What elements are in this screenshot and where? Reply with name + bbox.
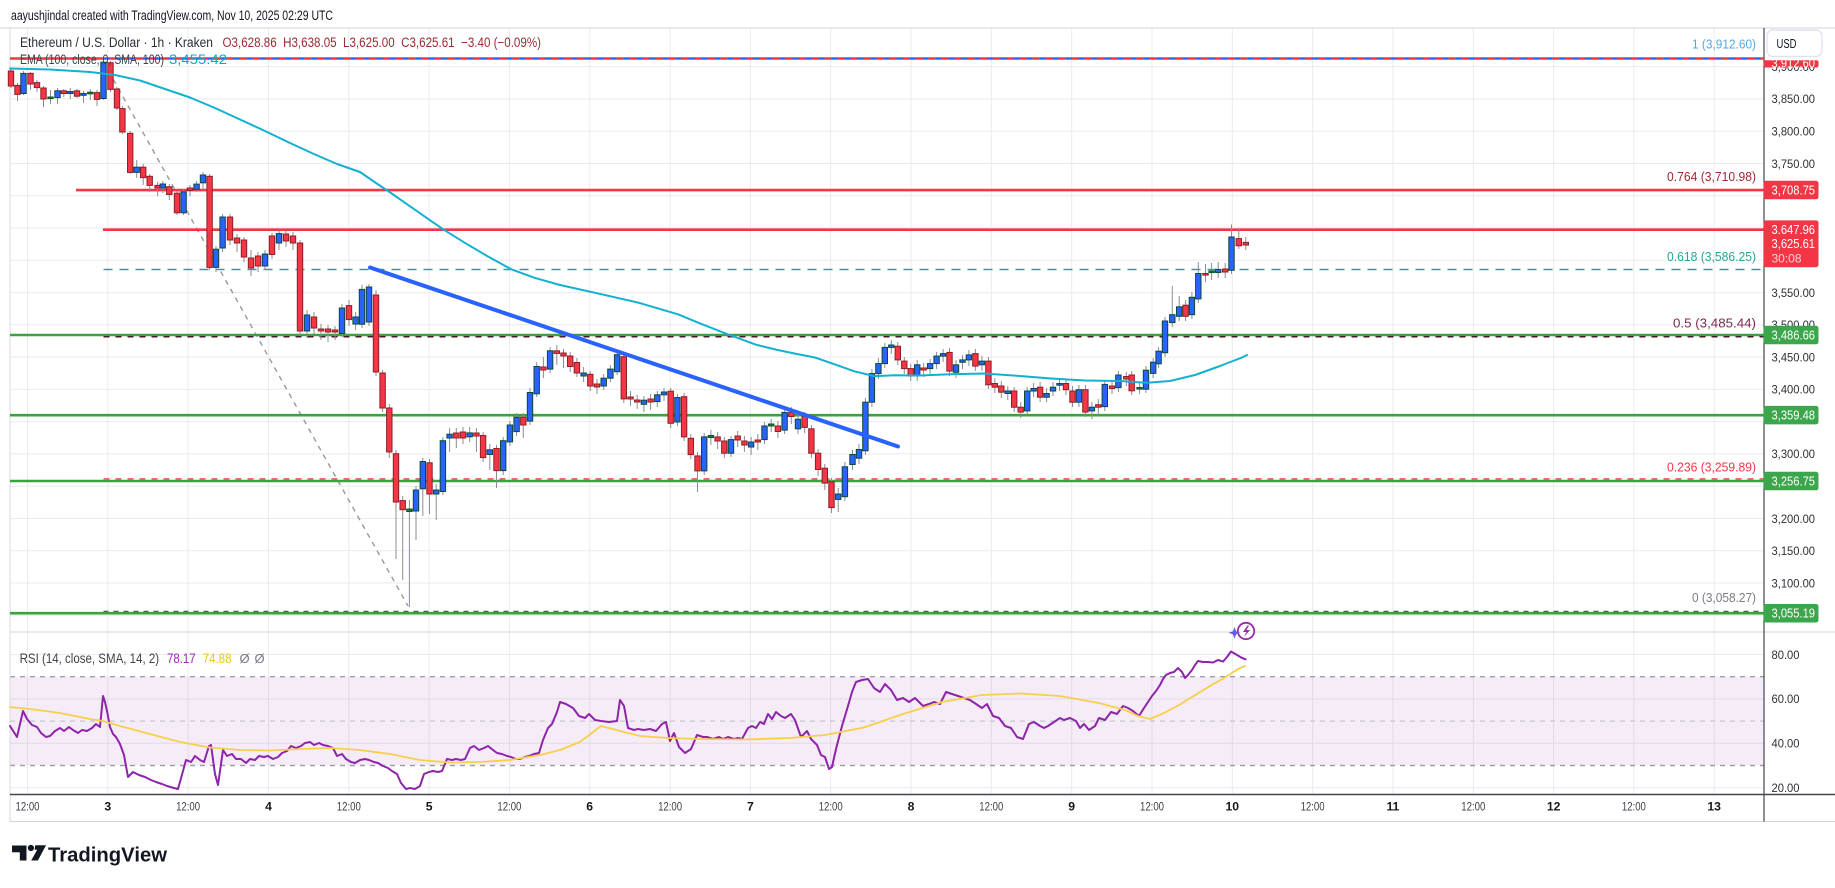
svg-text:11: 11 — [1386, 800, 1399, 814]
svg-text:0.5 (3,485.44): 0.5 (3,485.44) — [1673, 315, 1756, 330]
svg-text:12: 12 — [1547, 800, 1561, 814]
svg-text:3,055.19: 3,055.19 — [1772, 607, 1816, 621]
svg-text:20.00: 20.00 — [1772, 781, 1800, 795]
svg-text:0.764 (3,710.98): 0.764 (3,710.98) — [1667, 169, 1756, 184]
svg-text:EMA (100, close, 0, SMA, 100): EMA (100, close, 0, SMA, 100) — [20, 52, 164, 67]
svg-text:Ethereum / U.S. Dollar · 1h ·: Ethereum / U.S. Dollar · 1h · Kraken — [20, 35, 213, 50]
svg-text:3,708.75: 3,708.75 — [1772, 184, 1816, 198]
svg-text:3,625.61: 3,625.61 — [1772, 237, 1816, 251]
svg-text:12:00: 12:00 — [1140, 800, 1164, 814]
svg-text:60.00: 60.00 — [1772, 692, 1800, 706]
svg-text:3,200.00: 3,200.00 — [1772, 512, 1816, 526]
svg-text:1 (3,912.60): 1 (3,912.60) — [1692, 36, 1756, 51]
svg-text:12:00: 12:00 — [16, 800, 40, 814]
svg-text:0.618 (3,586.25): 0.618 (3,586.25) — [1667, 249, 1756, 264]
svg-text:3,912.60: 3,912.60 — [1772, 57, 1816, 71]
svg-text:aayushjindal created with Trad: aayushjindal created with TradingView.co… — [11, 8, 333, 23]
svg-text:12:00: 12:00 — [497, 800, 521, 814]
svg-text:7: 7 — [747, 800, 754, 814]
svg-text:TradingView: TradingView — [48, 844, 167, 867]
svg-text:13: 13 — [1707, 800, 1721, 814]
svg-text:O3,628.86 H3,638.05 L3,625.0: O3,628.86 H3,638.05 L3,625.00 C3,625.61 … — [223, 35, 542, 50]
svg-text:3,300.00: 3,300.00 — [1772, 447, 1816, 461]
svg-text:3,450.00: 3,450.00 — [1772, 350, 1816, 364]
svg-text:3,800.00: 3,800.00 — [1772, 125, 1816, 139]
svg-text:78.17: 78.17 — [167, 651, 196, 666]
svg-text:74.88: 74.88 — [203, 651, 232, 666]
svg-text:3,256.75: 3,256.75 — [1772, 474, 1816, 488]
svg-text:12:00: 12:00 — [176, 800, 200, 814]
svg-text:12:00: 12:00 — [1461, 800, 1485, 814]
svg-text:3,100.00: 3,100.00 — [1772, 576, 1816, 590]
svg-text:12:00: 12:00 — [1301, 800, 1325, 814]
svg-text:3,400.00: 3,400.00 — [1772, 383, 1816, 397]
svg-text:3,486.66: 3,486.66 — [1772, 328, 1816, 342]
svg-text:3,750.00: 3,750.00 — [1772, 157, 1816, 171]
svg-text:3,455.42: 3,455.42 — [169, 52, 227, 67]
svg-text:6: 6 — [586, 800, 593, 814]
svg-text:30:08: 30:08 — [1772, 254, 1802, 266]
svg-text:3,647.96: 3,647.96 — [1772, 223, 1816, 237]
svg-text:3,150.00: 3,150.00 — [1772, 544, 1816, 558]
svg-text:0.236 (3,259.89): 0.236 (3,259.89) — [1667, 459, 1756, 474]
svg-text:12:00: 12:00 — [819, 800, 843, 814]
svg-text:12:00: 12:00 — [337, 800, 361, 814]
svg-text:3,359.48: 3,359.48 — [1772, 409, 1816, 423]
svg-text:USD: USD — [1777, 36, 1797, 51]
svg-text:12:00: 12:00 — [1622, 800, 1646, 814]
svg-text:12:00: 12:00 — [658, 800, 682, 814]
svg-text:12:00: 12:00 — [979, 800, 1003, 814]
svg-text:40.00: 40.00 — [1772, 737, 1800, 751]
svg-text:3: 3 — [104, 800, 111, 814]
svg-text:9: 9 — [1068, 800, 1075, 814]
svg-text:3,850.00: 3,850.00 — [1772, 92, 1816, 106]
svg-text:0 (3,058.27): 0 (3,058.27) — [1692, 590, 1756, 605]
svg-text:4: 4 — [265, 800, 272, 814]
svg-text:5: 5 — [426, 800, 433, 814]
svg-text:80.00: 80.00 — [1772, 648, 1800, 662]
svg-text:RSI (14, close, SMA, 14, 2): RSI (14, close, SMA, 14, 2) — [20, 651, 160, 666]
svg-text:Ø: Ø — [255, 651, 265, 666]
svg-text:Ø: Ø — [240, 651, 250, 666]
svg-text:10: 10 — [1226, 800, 1240, 814]
svg-text:8: 8 — [908, 800, 915, 814]
svg-text:3,550.00: 3,550.00 — [1772, 286, 1816, 300]
